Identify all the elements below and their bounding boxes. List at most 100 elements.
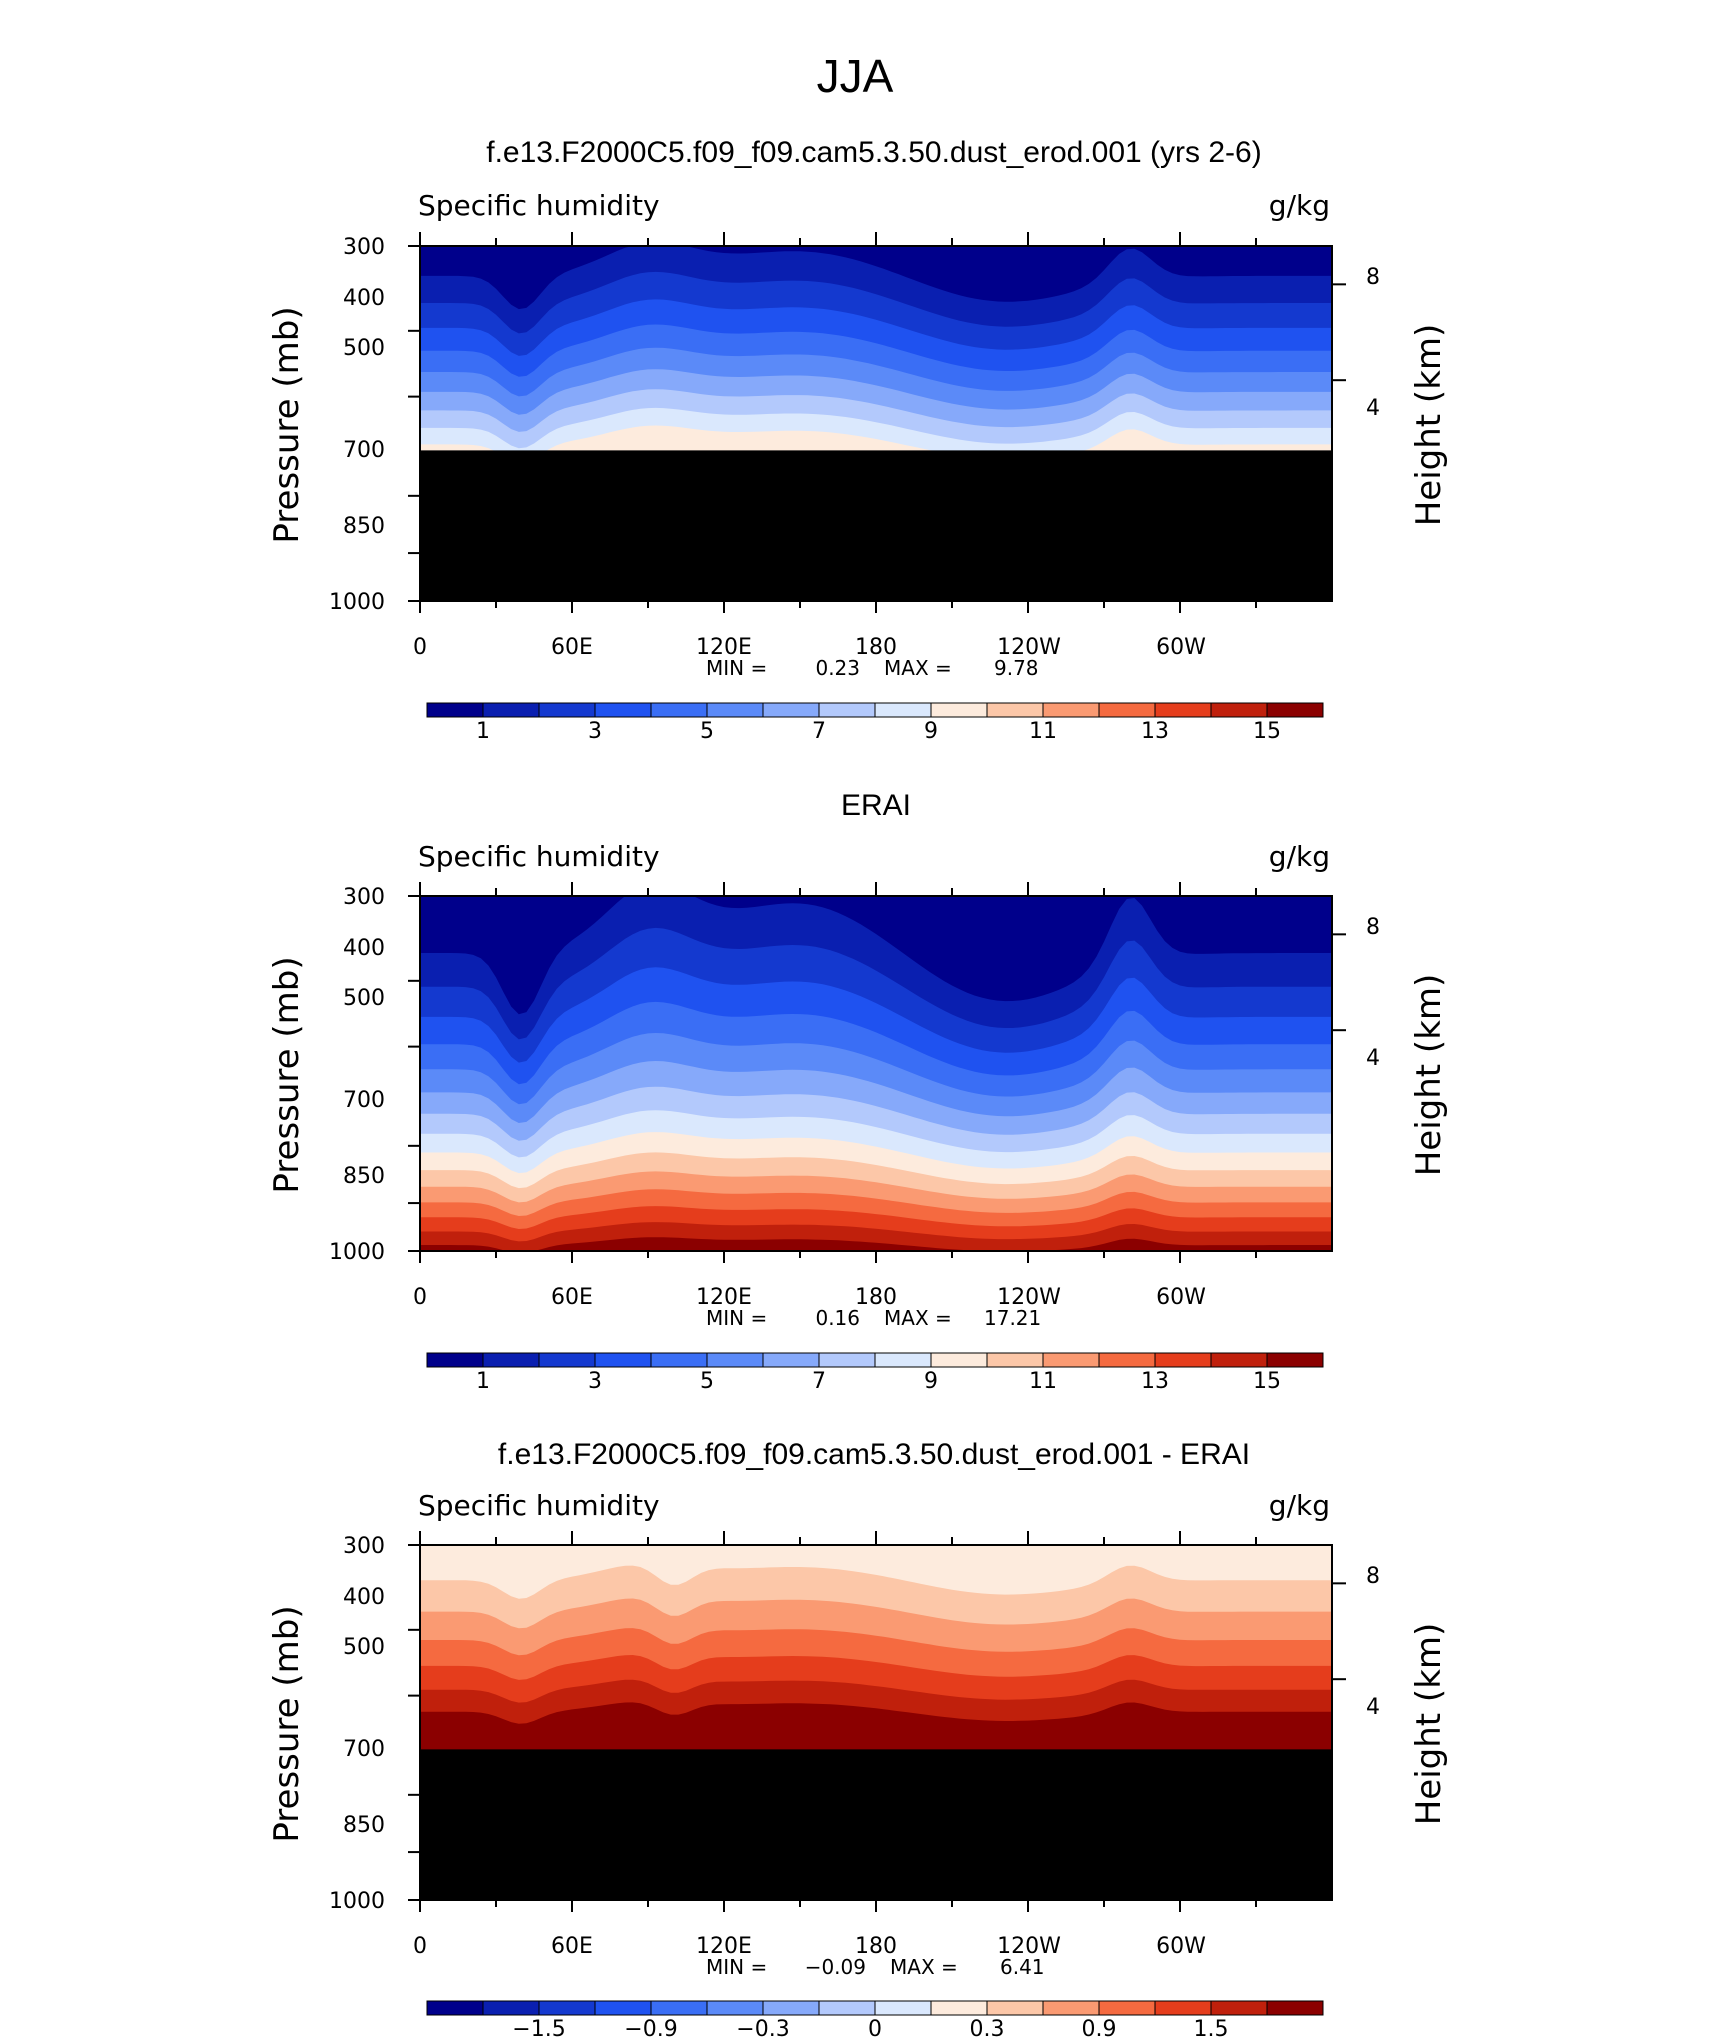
colorbar-swatch [650,702,708,718]
missing-data-mask [420,1749,1332,1900]
panel-2-max-value: 17.21 [984,1306,1041,1330]
colorbar-swatch [874,1352,932,1368]
panel-2-y-tick-500: 500 [343,986,385,1011]
colorbar-swatch [538,702,596,718]
panel-2-x-tick-0: 0 [413,1285,427,1310]
colorbar-swatch [1042,2000,1100,2016]
panel-2-plot-area [420,896,1332,1251]
panel-2-y-axis-label: Pressure (mb) [267,956,307,1193]
panel-3-min-value: −0.09 [805,1955,866,1979]
panel-3-cbar-label: 0.3 [970,2017,1005,2038]
colorbar-swatch [1154,1352,1212,1368]
colorbar-swatch [650,2000,708,2016]
panel-1-y-tick-700: 700 [343,438,385,463]
panel-2-axes: 300 400 500 700 850 1000 8 4 0 60E 120E … [267,882,1449,1310]
panel-3-cbar-label: −0.3 [736,2017,789,2038]
colorbar-swatch [762,1352,820,1368]
panel-3-max-value: 6.41 [1000,1955,1045,1979]
panel-1-y-tick-850: 850 [343,514,385,539]
panel-3-x-tick-120e: 120E [696,1934,752,1959]
colorbar-swatch [930,702,988,718]
colorbar-swatch [1266,2000,1324,2016]
colorbar-swatch [426,2000,484,2016]
colorbar-swatch [482,702,540,718]
colorbar-swatch [1266,1352,1324,1368]
panel-1-x-tick-60w: 60W [1156,635,1206,660]
panel-2-y-tick-850: 850 [343,1164,385,1189]
colorbar-swatch [594,702,652,718]
colorbar-swatch [762,2000,820,2016]
panel-2-cbar-label: 9 [924,1369,938,1394]
panel-2-right-axis-label: Height (km) [1409,974,1449,1177]
panel-2-y-tick-700: 700 [343,1088,385,1113]
panel-3-plot-area [420,1545,1332,1900]
colorbar-swatch [1098,2000,1156,2016]
panel-3-max-label: MAX = [890,1955,958,1979]
colorbar-swatch [706,1352,764,1368]
colorbar-swatch [986,702,1044,718]
panel-2-cbar-label: 1 [476,1369,490,1394]
colorbar-swatch [1154,702,1212,718]
colorbar-swatch [1098,702,1156,718]
panel-1-x-tick-120w: 120W [997,635,1061,660]
panel-3-y-tick-500: 500 [343,1635,385,1660]
panel-2-x-tick-60w: 60W [1156,1285,1206,1310]
colorbar-swatch [1210,702,1268,718]
colorbar-swatch [818,2000,876,2016]
panel-1-max-label: MAX = [884,656,952,680]
panel-1-colorbar-labels: 1 3 5 7 9 11 13 15 [476,719,1281,744]
panel-2: ERAI Specific humidity g/kg 300 400 500 … [267,789,1449,1394]
panel-3-cbar-label: −1.5 [512,2017,565,2038]
colorbar-swatch [1098,1352,1156,1368]
panel-1-colorbar [426,702,1324,718]
panel-3-x-tick-60w: 60W [1156,1934,1206,1959]
panel-3-y-tick-400: 400 [343,1585,385,1610]
panel-2-cbar-label: 11 [1029,1369,1057,1394]
panel-1-plot-area [420,246,1332,601]
panel-2-max-label: MAX = [884,1306,952,1330]
panel-2-cbar-label: 7 [812,1369,826,1394]
panel-1-max-value: 9.78 [994,656,1039,680]
panel-3-units-label: g/kg [1269,1489,1330,1522]
colorbar-swatch [1210,2000,1268,2016]
colorbar-swatch [1042,702,1100,718]
panel-1-y-tick-1000: 1000 [329,590,385,615]
panel-3-cbar-label: −0.9 [624,2017,677,2038]
colorbar-swatch [986,1352,1044,1368]
colorbar-swatch [426,1352,484,1368]
panel-1-cbar-label: 13 [1141,719,1169,744]
panel-3-colorbar-labels: −1.5 −0.9 −0.3 0 0.3 0.9 1.5 [512,2017,1228,2038]
panel-1-right-tick-4: 4 [1366,396,1380,421]
missing-data-mask [420,450,1332,601]
panel-1-units-label: g/kg [1269,189,1330,222]
panel-1-y-tick-500: 500 [343,336,385,361]
panel-3-cbar-label: 0 [868,2017,882,2038]
panel-3-right-tick-4: 4 [1366,1695,1380,1720]
panel-3-x-tick-120w: 120W [997,1934,1061,1959]
panel-2-units-label: g/kg [1269,840,1330,873]
panel-1-left-label: Specific humidity [418,189,660,222]
colorbar-swatch [482,2000,540,2016]
panel-1-axes: 300 400 500 700 850 1000 8 4 0 60E 120E … [267,232,1449,660]
panel-2-min-value: 0.16 [815,1306,860,1330]
panel-2-colorbar-labels: 1 3 5 7 9 11 13 15 [476,1369,1281,1394]
colorbar-swatch [594,1352,652,1368]
panel-1-right-tick-8: 8 [1366,265,1380,290]
colorbar-swatch [706,702,764,718]
panel-1-x-tick-0: 0 [413,635,427,660]
panel-1-min-label: MIN = [706,656,767,680]
panel-2-cbar-label: 13 [1141,1369,1169,1394]
colorbar-swatch [482,1352,540,1368]
panel-3-colorbar [426,2000,1324,2016]
colorbar-swatch [1210,1352,1268,1368]
panel-2-cbar-label: 3 [588,1369,602,1394]
panel-3-x-tick-60e: 60E [551,1934,593,1959]
colorbar-swatch [818,1352,876,1368]
panel-2-y-tick-400: 400 [343,936,385,961]
panel-3-right-tick-8: 8 [1366,1564,1380,1589]
colorbar-swatch [930,2000,988,2016]
panel-2-y-tick-1000: 1000 [329,1240,385,1265]
panel-3-title: f.e13.F2000C5.f09_f09.cam5.3.50.dust_ero… [498,1438,1250,1471]
panel-2-colorbar [426,1352,1324,1368]
